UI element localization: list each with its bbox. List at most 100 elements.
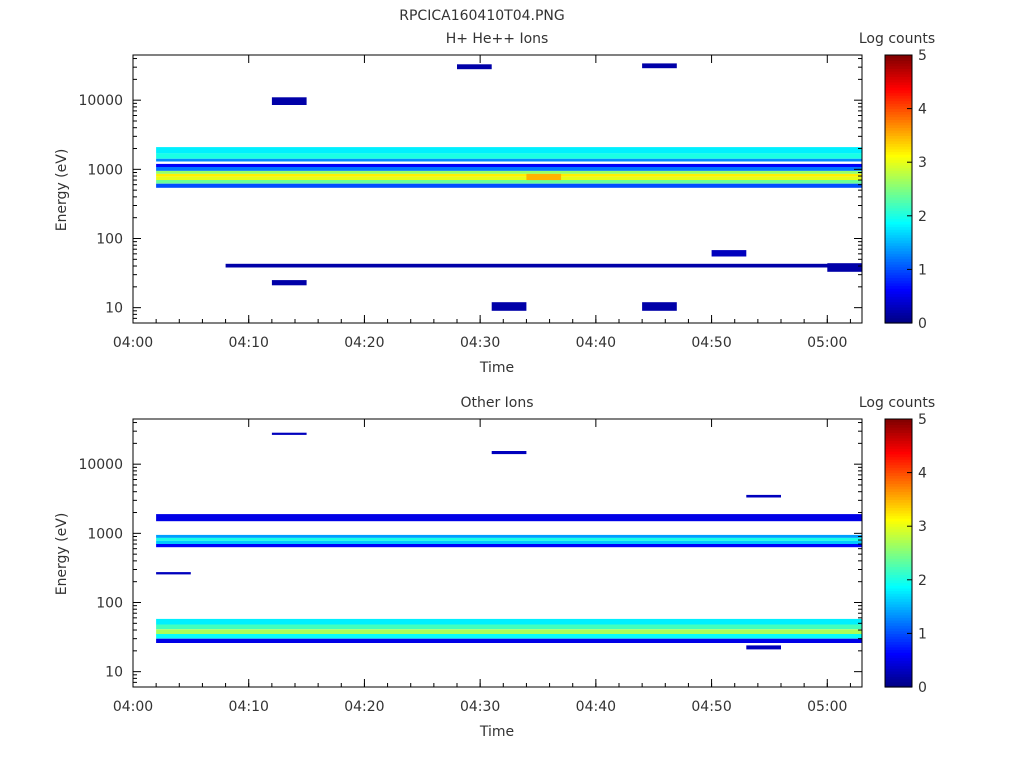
top-colorbar-segment: [885, 272, 912, 276]
top-colorbar-segment: [885, 269, 912, 273]
bottom-colorbar-segment: [885, 542, 912, 546]
top-colorbar-segment: [885, 89, 912, 94]
top-colorbar-segment: [885, 170, 912, 174]
top-colorbar-segment: [885, 167, 912, 171]
bottom-colorbar-segment: [885, 486, 912, 490]
bottom-colorbar-segment: [885, 459, 912, 463]
bottom-colorbar-segment: [885, 603, 912, 608]
bottom-y-tick-label: 10000: [78, 457, 123, 473]
top-colorbar-segment: [885, 95, 912, 99]
bottom-colorbar-segment: [885, 515, 912, 519]
top-x-tick-label: 04:10: [229, 335, 269, 351]
bottom-colorbar-segment: [885, 652, 912, 656]
bottom-heatmap-cell: [156, 537, 863, 541]
top-colorbar-segment: [885, 247, 912, 252]
top-colorbar-segment: [885, 135, 912, 139]
bottom-colorbar-segment: [885, 494, 912, 498]
bottom-colorbar-segment: [885, 435, 912, 439]
bottom-colorbar-tick-label: 2: [918, 573, 927, 589]
top-colorbar-segment: [885, 100, 912, 104]
top-heatmap-cell: [156, 163, 863, 168]
bottom-colorbar-segment: [885, 606, 912, 610]
top-colorbar-segment: [885, 191, 912, 195]
bottom-colorbar-segment: [885, 421, 912, 425]
bottom-colorbar-segment: [885, 614, 912, 618]
bottom-colorbar-segment: [885, 617, 912, 621]
top-heatmap-cell: [642, 63, 677, 69]
top-colorbar-segment: [885, 312, 912, 316]
bottom-x-tick-label: 05:00: [807, 699, 847, 715]
top-colorbar-segment: [885, 231, 912, 236]
top-colorbar-tick-label: 0: [918, 316, 927, 332]
top-x-tick-label: 04:40: [576, 335, 616, 351]
top-colorbar-segment: [885, 127, 912, 131]
bottom-colorbar-segment: [885, 443, 912, 447]
top-colorbar-segment: [885, 266, 912, 270]
bottom-colorbar-segment: [885, 569, 912, 573]
bottom-x-tick-label: 04:20: [344, 699, 384, 715]
top-heatmap-cell: [225, 263, 863, 268]
top-colorbar-segment: [885, 221, 912, 225]
top-colorbar-segment: [885, 277, 912, 281]
bottom-colorbar-segment: [885, 555, 912, 559]
top-colorbar-segment: [885, 97, 912, 102]
top-colorbar-segment: [885, 223, 912, 228]
bottom-colorbar-segment: [885, 488, 912, 492]
bottom-colorbar-segment: [885, 544, 912, 549]
bottom-colorbar-frame: [884, 418, 913, 688]
bottom-colorbar-segment: [885, 491, 912, 495]
bottom-colorbar-segment: [885, 496, 912, 500]
top-colorbar-segment: [885, 116, 912, 120]
top-colorbar-segment: [885, 237, 912, 241]
bottom-x-tick-label: 04:00: [113, 699, 153, 715]
bottom-colorbar-tick-label: 5: [918, 412, 927, 428]
top-colorbar-tick-label: 4: [918, 102, 927, 118]
top-colorbar-segment: [885, 234, 912, 238]
bottom-colorbar-segment: [885, 585, 912, 589]
top-colorbar-segment: [885, 60, 912, 64]
top-colorbar-segment: [885, 256, 912, 260]
top-colorbar-segment: [885, 301, 912, 305]
top-colorbar-tick-label: 3: [918, 155, 927, 171]
top-x-tick-label: 05:00: [807, 335, 847, 351]
bottom-plot-frame: [132, 418, 863, 688]
bottom-colorbar-segment: [885, 587, 912, 592]
top-colorbar-segment: [885, 239, 912, 244]
top-colorbar-segment: [885, 138, 912, 142]
top-colorbar-segment: [885, 213, 912, 217]
top-colorbar-segment: [885, 264, 912, 268]
bottom-colorbar-segment: [885, 477, 912, 482]
top-colorbar-segment: [885, 151, 912, 155]
top-heatmap-cell: [457, 64, 492, 70]
bottom-panel: Other Ions Log counts Energy (eV) Time 0…: [54, 395, 935, 740]
bottom-colorbar-segment: [885, 628, 912, 632]
bottom-colorbar-segment: [885, 502, 912, 506]
top-colorbar-segment: [885, 119, 912, 123]
top-colorbar-segment: [885, 148, 912, 153]
bottom-x-tick-label: 04:50: [691, 699, 731, 715]
top-colorbar-segment: [885, 172, 912, 177]
top-heatmap-cell: [526, 173, 562, 181]
bottom-colorbar-segment: [885, 424, 912, 428]
top-colorbar-segment: [885, 68, 912, 72]
bottom-colorbar-segment: [885, 654, 912, 659]
bottom-colorbar-segment: [885, 461, 912, 466]
bottom-colorbar-segment: [885, 668, 912, 672]
top-colorbar-segment: [885, 317, 912, 321]
bottom-y-tick-label: 100: [96, 595, 123, 611]
bottom-colorbar-segment: [885, 633, 912, 637]
top-colorbar-segment: [885, 140, 912, 145]
bottom-colorbar-segment: [885, 636, 912, 640]
top-y-tick-label: 10000: [78, 93, 123, 109]
top-x-tick-label: 04:50: [691, 335, 731, 351]
bottom-colorbar-segment: [885, 670, 912, 675]
bottom-colorbar-segment: [885, 574, 912, 578]
top-colorbar-segment: [885, 258, 912, 262]
bottom-colorbar-tick-label: 0: [918, 680, 927, 696]
bottom-heatmap-cell: [156, 634, 863, 639]
top-x-tick-label: 04:30: [460, 335, 500, 351]
top-heatmap-cell: [156, 176, 863, 181]
bottom-colorbar-segment: [885, 448, 912, 452]
top-heatmap-cell: [491, 302, 527, 311]
top-colorbar-segment: [885, 63, 912, 67]
